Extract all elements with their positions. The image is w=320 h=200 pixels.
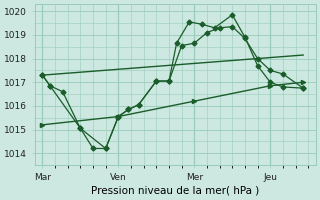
X-axis label: Pression niveau de la mer( hPa ): Pression niveau de la mer( hPa ) [91, 186, 260, 196]
